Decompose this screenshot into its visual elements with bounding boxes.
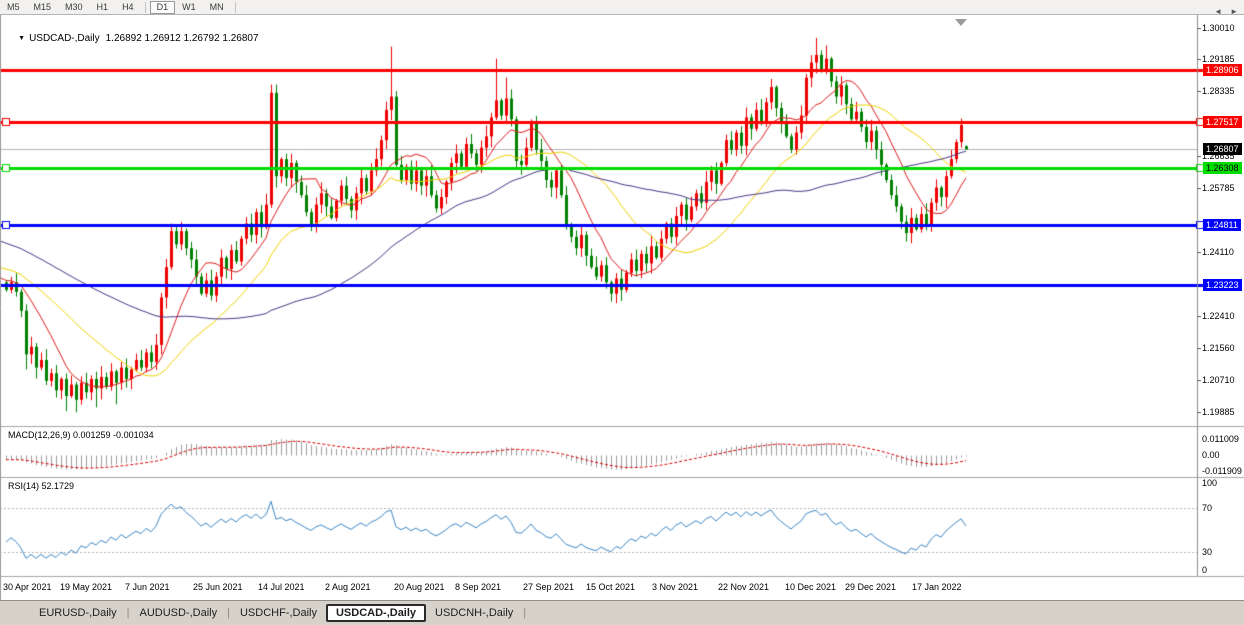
price-level-badge[interactable]: 1.23223 — [1203, 279, 1242, 292]
rsi-axis-label: 100 — [1202, 478, 1218, 488]
timeframe-button-m30[interactable]: M30 — [65, 1, 83, 12]
tab-scroll-left-icon[interactable]: ◄ — [1214, 7, 1223, 16]
timeframe-button-d1[interactable]: D1 — [149, 0, 176, 14]
date-axis-label: 8 Sep 2021 — [455, 582, 502, 592]
macd-axis-label: -0.011909 — [1202, 466, 1242, 476]
current-price-badge: 1.26807 — [1203, 143, 1242, 156]
price-level-badge[interactable]: 1.27517 — [1203, 116, 1242, 129]
tab-separator: | — [126, 607, 130, 619]
date-axis-label: 7 Jun 2021 — [125, 582, 170, 592]
date-axis-label: 20 Aug 2021 — [394, 582, 445, 592]
chart-shift-marker-icon[interactable] — [955, 19, 967, 26]
date-axis-label: 15 Oct 2021 — [586, 582, 636, 592]
chart-tab-usdcad[interactable]: USDCAD-,Daily — [325, 604, 427, 622]
price-tick-label: 1.21560 — [1202, 343, 1235, 354]
chart-menu-dropdown-icon[interactable]: ▼ — [18, 35, 26, 42]
price-tick-label: 1.29185 — [1202, 54, 1235, 65]
date-axis-label: 25 Jun 2021 — [193, 582, 243, 592]
chart-tab-bar: EURUSD-,Daily | AUDUSD-,Daily | USDCHF-,Dail… — [0, 600, 1244, 625]
date-axis-label: 3 Nov 2021 — [652, 582, 699, 592]
price-level-badge[interactable]: 1.24811 — [1203, 219, 1241, 232]
date-axis-label: 29 Dec 2021 — [845, 582, 897, 592]
price-tick-label: 1.22410 — [1202, 311, 1235, 322]
date-axis-label: 27 Sep 2021 — [523, 582, 575, 592]
macd-axis-label: 0.00 — [1202, 450, 1220, 460]
toolbar-divider — [144, 1, 146, 13]
tab-separator: | — [523, 607, 527, 619]
price-level-badge[interactable]: 1.26308 — [1203, 162, 1242, 175]
chart-tab-eurusd[interactable]: EURUSD-,Daily — [39, 607, 117, 619]
timeframe-button-mn[interactable]: MN — [209, 1, 224, 12]
rsi-axis-label: 0 — [1202, 565, 1208, 575]
price-tick-label: 1.20710 — [1202, 375, 1235, 386]
price-tick-label: 1.30010 — [1202, 23, 1235, 33]
date-axis-label: 14 Jul 2021 — [258, 582, 305, 592]
tab-scroll-right-icon[interactable]: ► — [1230, 7, 1238, 16]
tab-scroll-arrows: ◄ ► — [1214, 8, 1238, 16]
date-axis-label: 19 May 2021 — [60, 582, 113, 592]
chart-title: ▼ USDCAD-,Daily 1.26892 1.26912 1.26792 1.… — [7, 22, 259, 55]
rsi-indicator-label: RSI(14) 52.1729 — [8, 481, 75, 491]
macd-axis-label: 0.011009 — [1202, 434, 1239, 444]
timeframe-button-m15[interactable]: M15 — [33, 1, 52, 12]
price-tick-label: 1.19885 — [1202, 406, 1235, 417]
price-tick-label: 1.24110 — [1202, 246, 1234, 257]
ohlc-values: 1.26892 1.26912 1.26792 1.26807 — [105, 33, 259, 44]
timeframe-toolbar: M5 M15 M30 H1 H4 D1 W1 MN — [0, 0, 1244, 15]
price-tick-label: 1.26635 — [1202, 150, 1235, 161]
symbol-period-label: USDCAD-,Daily — [29, 33, 100, 44]
timeframe-button-m5[interactable]: M5 — [7, 1, 20, 12]
rsi-axis-label: 70 — [1202, 503, 1213, 513]
toolbar-divider — [234, 1, 236, 13]
chart-tab-audusd[interactable]: AUDUSD-,Daily — [139, 607, 218, 619]
price-tick-label: 1.28335 — [1202, 86, 1235, 97]
chart-tab-usdcnh[interactable]: USDCNH-,Daily — [435, 607, 514, 619]
date-axis-label: 17 Jan 2022 — [912, 582, 962, 592]
tab-separator: | — [227, 607, 230, 619]
date-axis-label: 30 Apr 2021 — [3, 582, 52, 592]
date-axis-label: 2 Aug 2021 — [325, 582, 371, 592]
price-level-badge[interactable]: 1.28906 — [1203, 63, 1242, 76]
timeframe-button-h4[interactable]: H4 — [122, 1, 134, 12]
timeframe-button-h1[interactable]: H1 — [96, 1, 109, 12]
chart-tab-usdchf[interactable]: USDCHF-,Daily — [239, 607, 317, 619]
date-axis-label: 22 Nov 2021 — [718, 582, 770, 592]
macd-indicator-label: MACD(12,26,9) 0.001259 -0.001034 — [8, 430, 154, 440]
date-axis-label: 10 Dec 2021 — [785, 582, 837, 592]
price-tick-label: 1.25785 — [1202, 183, 1235, 194]
rsi-axis-label: 30 — [1202, 547, 1213, 557]
timeframe-button-w1[interactable]: W1 — [182, 1, 196, 12]
